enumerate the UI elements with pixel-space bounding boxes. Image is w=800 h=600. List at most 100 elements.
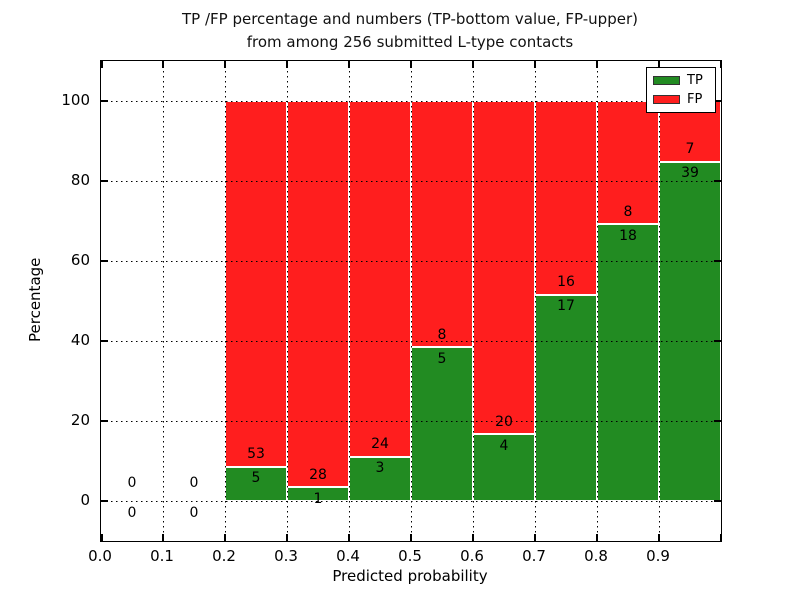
x-tick-mark: [162, 534, 164, 541]
tp-count-label: 5: [437, 350, 447, 367]
x-tick-mark-top: [596, 61, 598, 68]
fp-count-label: 28: [309, 466, 327, 483]
x-tick-mark-top: [719, 61, 721, 68]
y-tick-mark-right: [714, 340, 721, 342]
tp-color-swatch: [653, 76, 680, 86]
y-tick-mark: [101, 420, 108, 422]
y-tick-label: 0: [80, 491, 90, 509]
fp-count-label: 8: [623, 203, 633, 220]
fp-count-label: 16: [557, 274, 575, 291]
x-tick-mark: [101, 534, 103, 541]
y-tick-label: 40: [70, 331, 90, 349]
x-tick-label: 0.4: [336, 547, 360, 565]
bar-segment-tp: [349, 456, 411, 501]
x-tick-label: 0.3: [274, 547, 298, 565]
y-tick-mark: [101, 260, 108, 262]
gridline-vertical: [596, 61, 598, 541]
x-tick-label: 0.9: [646, 547, 670, 565]
bar-segment-fp: [535, 101, 597, 295]
x-axis-label: Predicted probability: [332, 567, 488, 585]
y-tick-mark: [101, 100, 108, 102]
x-tick-mark-top: [658, 61, 660, 68]
y-tick-mark: [101, 180, 108, 182]
gridline-vertical: [348, 61, 350, 541]
legend: TP FP: [646, 67, 716, 113]
x-tick-mark-top: [224, 61, 226, 68]
fp-count-label: 0: [127, 474, 137, 491]
fp-count-label: 0: [189, 474, 199, 491]
y-tick-mark-right: [714, 180, 721, 182]
bar-segment-tp: [411, 347, 473, 501]
fp-count-label: 53: [247, 446, 265, 463]
y-axis-label: Percentage: [26, 257, 44, 343]
gridline-horizontal: [101, 100, 721, 102]
y-tick-label: 20: [70, 411, 90, 429]
bar-segment-tp: [597, 224, 659, 501]
y-tick-mark-right: [714, 500, 721, 502]
y-tick-label: 60: [70, 251, 90, 269]
x-tick-mark-top: [286, 61, 288, 68]
chart-title-line2: from among 256 submitted L-type contacts: [246, 33, 574, 51]
x-tick-mark: [286, 534, 288, 541]
bar-segment-fp: [597, 101, 659, 225]
tp-count-label: 4: [499, 437, 509, 454]
chart-title-line1: TP /FP percentage and numbers (TP-bottom…: [182, 10, 638, 28]
gridline-vertical: [162, 61, 164, 541]
x-tick-label: 0.0: [88, 547, 112, 565]
bar-segment-fp: [287, 101, 349, 488]
tp-count-label: 3: [375, 460, 385, 477]
tp-count-label: 18: [619, 227, 637, 244]
x-tick-mark: [658, 534, 660, 541]
bar-segment-tp: [473, 434, 535, 501]
gridline-horizontal: [101, 180, 721, 182]
gridline-horizontal: [101, 500, 721, 502]
gridline-vertical: [534, 61, 536, 541]
tp-count-label: 39: [681, 165, 699, 182]
fp-color-swatch: [653, 94, 680, 104]
y-tick-mark-right: [714, 260, 721, 262]
x-tick-mark-top: [472, 61, 474, 68]
x-tick-mark: [596, 534, 598, 541]
fp-count-label: 24: [371, 436, 389, 453]
y-tick-mark-right: [714, 420, 721, 422]
legend-entry-fp: FP: [653, 92, 709, 107]
x-tick-mark: [224, 534, 226, 541]
y-tick-mark: [101, 500, 108, 502]
x-tick-mark: [348, 534, 350, 541]
y-tick-mark: [101, 340, 108, 342]
tp-count-label: 0: [127, 504, 137, 521]
x-tick-mark: [410, 534, 412, 541]
bar-segment-tp: [659, 161, 721, 501]
x-tick-label: 0.6: [460, 547, 484, 565]
tp-count-label: 17: [557, 298, 575, 315]
y-tick-mark-right: [714, 100, 721, 102]
tp-count-label: 0: [189, 504, 199, 521]
y-tick-label: 80: [70, 171, 90, 189]
x-tick-mark-top: [348, 61, 350, 68]
bar-segment-fp: [349, 101, 411, 457]
fp-count-label: 8: [437, 326, 447, 343]
x-tick-mark-top: [410, 61, 412, 68]
bar-segment-tp: [225, 466, 287, 501]
fp-count-label: 20: [495, 413, 513, 430]
x-tick-label: 0.5: [398, 547, 422, 565]
legend-entry-tp: TP: [653, 73, 709, 88]
plot-area: 0 0 0 0 53 5 28 1 24 3 8 5 20 4 16 17 8 18 7 39: [100, 60, 722, 542]
x-tick-mark-top: [162, 61, 164, 68]
x-tick-mark: [719, 534, 721, 541]
x-tick-label: 0.1: [150, 547, 174, 565]
chart-title: TP /FP percentage and numbers (TP-bottom…: [100, 8, 720, 54]
x-tick-label: 0.2: [212, 547, 236, 565]
gridline-horizontal: [101, 260, 721, 262]
bar-segment-fp: [473, 101, 535, 435]
tp-count-label: 5: [251, 470, 261, 487]
gridline-vertical: [472, 61, 474, 541]
legend-label-fp: FP: [687, 91, 703, 107]
x-tick-mark: [472, 534, 474, 541]
x-tick-label: 0.8: [584, 547, 608, 565]
bar-segment-tp: [535, 294, 597, 501]
gridline-vertical: [410, 61, 412, 541]
x-tick-mark-top: [534, 61, 536, 68]
y-tick-label: 100: [61, 91, 90, 109]
